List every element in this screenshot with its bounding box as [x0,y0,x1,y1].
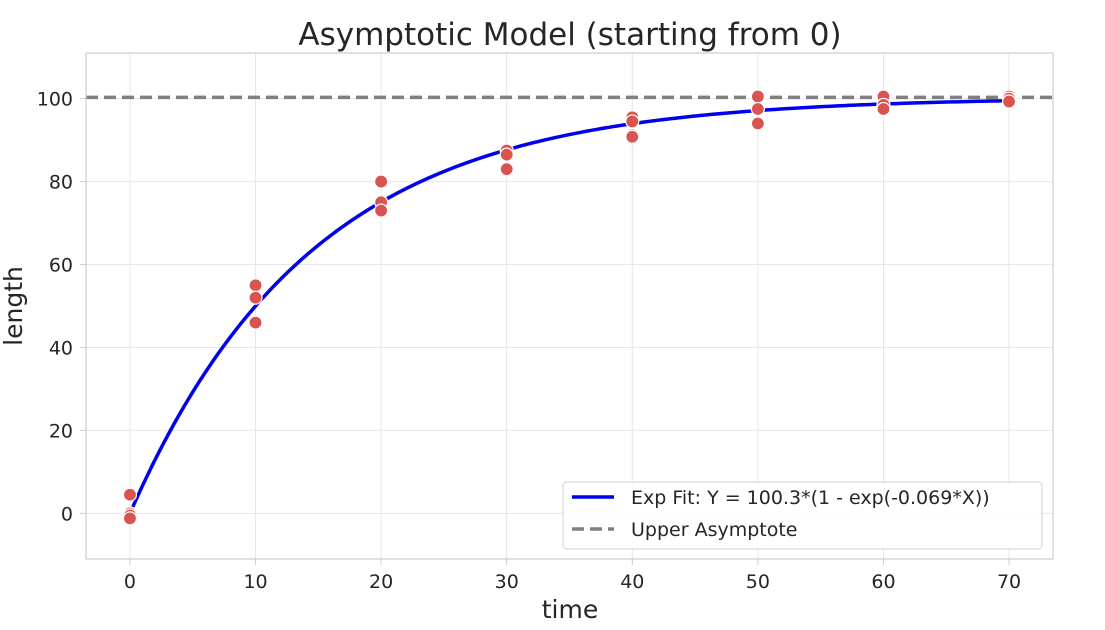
x-tick-label: 50 [746,571,770,593]
x-tick-label: 40 [620,571,644,593]
y-axis-label: length [0,266,28,346]
data-point [248,278,263,293]
legend-fit-label: Exp Fit: Y = 100.3*(1 - exp(-0.069*X)) [631,487,990,509]
y-tick-label: 80 [49,172,73,194]
data-points [122,89,1017,526]
fit-layer [128,98,1010,515]
y-tick-label: 100 [37,89,73,111]
legend-box [562,481,1043,550]
y-tick-label: 0 [61,503,73,525]
data-point [625,114,640,129]
data-point [750,89,765,104]
x-tick-label: 70 [997,571,1021,593]
data-point [499,147,514,162]
axis-ticks: 0 10 20 30 40 50 60 70 0 20 40 60 80 100 [37,89,1021,593]
x-tick-label: 10 [243,571,267,593]
data-point [122,511,138,526]
y-tick-label: 40 [49,337,73,359]
data-point [122,487,138,502]
x-tick-label: 30 [495,571,519,593]
data-point [499,162,514,177]
exp-fit-line [128,98,1010,515]
data-point [248,290,263,305]
legend-asymptote-label: Upper Asymptote [631,519,798,541]
data-point [374,203,389,218]
y-tick-label: 20 [49,420,73,442]
x-tick-label: 20 [369,571,393,593]
data-point [1001,94,1017,109]
plot-frame [85,52,1054,560]
data-point [374,174,389,189]
data-point [876,101,891,117]
data-point [750,101,765,117]
x-tick-label: 0 [124,571,136,593]
data-point [750,116,765,131]
data-point [625,129,640,144]
grid [86,53,1053,559]
legend: Exp Fit: Y = 100.3*(1 - exp(-0.069*X)) U… [562,481,1043,550]
data-point [248,315,263,330]
x-axis-label: time [542,595,598,624]
y-tick-label: 60 [49,255,73,277]
chart-title: Asymptotic Model (starting from 0) [298,17,841,53]
x-tick-label: 60 [871,571,895,593]
